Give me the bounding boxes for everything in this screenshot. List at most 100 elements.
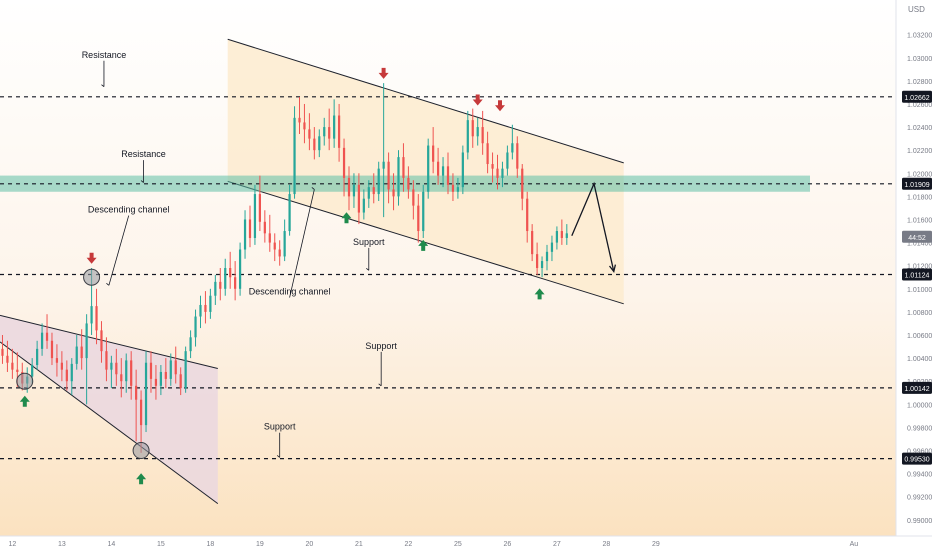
- candle[interactable]: [402, 143, 405, 192]
- candle[interactable]: [521, 164, 524, 211]
- candle[interactable]: [417, 194, 420, 243]
- candle[interactable]: [263, 210, 266, 243]
- ann-support-1[interactable]: Support: [353, 237, 385, 271]
- price-level-label[interactable]: 1.01124: [902, 268, 932, 281]
- arrow-down-icon[interactable]: [86, 252, 97, 264]
- candle[interactable]: [337, 103, 341, 162]
- candle[interactable]: [219, 268, 222, 301]
- arrow-up-icon[interactable]: [534, 288, 545, 300]
- touch-circle[interactable]: [132, 442, 150, 460]
- ann-support-3[interactable]: Support: [264, 422, 296, 458]
- candle[interactable]: [367, 180, 370, 208]
- candle[interactable]: [169, 353, 172, 386]
- candle[interactable]: [323, 117, 326, 146]
- candle[interactable]: [387, 152, 390, 204]
- arrow-down-icon[interactable]: [378, 67, 389, 79]
- candle[interactable]: [318, 129, 321, 158]
- candle[interactable]: [224, 258, 227, 296]
- candle[interactable]: [491, 152, 494, 183]
- ann-descending-channel-1[interactable]: Descending channel: [88, 205, 170, 286]
- candle[interactable]: [412, 180, 415, 220]
- candle[interactable]: [105, 337, 108, 382]
- candle[interactable]: [422, 184, 425, 238]
- arrow-up-icon[interactable]: [341, 212, 352, 224]
- candle[interactable]: [555, 226, 559, 250]
- resistance-zone[interactable]: [0, 175, 810, 192]
- candle[interactable]: [1, 335, 4, 364]
- candle[interactable]: [535, 242, 539, 275]
- candle[interactable]: [125, 353, 128, 393]
- candle[interactable]: [511, 124, 514, 160]
- ann-resistance-top[interactable]: Resistance: [82, 50, 127, 87]
- candle[interactable]: [80, 329, 83, 370]
- candle[interactable]: [45, 314, 49, 349]
- candle[interactable]: [456, 177, 460, 199]
- candle[interactable]: [120, 358, 123, 398]
- candle[interactable]: [184, 346, 187, 393]
- candle[interactable]: [65, 360, 68, 391]
- channel-2-lower-line[interactable]: [227, 180, 624, 305]
- ann-resistance-zone[interactable]: Resistance: [121, 149, 166, 183]
- candle[interactable]: [164, 358, 167, 389]
- candle[interactable]: [392, 173, 395, 211]
- candle[interactable]: [283, 219, 286, 262]
- candle[interactable]: [501, 161, 504, 188]
- candle[interactable]: [382, 83, 385, 218]
- candle[interactable]: [273, 233, 276, 262]
- channel-1-lower-line[interactable]: [0, 341, 219, 505]
- candle[interactable]: [347, 166, 351, 211]
- candle[interactable]: [476, 117, 479, 146]
- candle[interactable]: [481, 110, 484, 155]
- candle[interactable]: [342, 138, 346, 197]
- candle[interactable]: [298, 97, 301, 134]
- candle[interactable]: [357, 173, 361, 225]
- candle[interactable]: [144, 351, 148, 433]
- candle[interactable]: [526, 191, 529, 243]
- candle[interactable]: [293, 106, 296, 199]
- candle[interactable]: [466, 110, 469, 160]
- candle[interactable]: [229, 251, 232, 289]
- candle[interactable]: [258, 175, 262, 232]
- price-level-label[interactable]: 1.00142: [902, 381, 932, 394]
- candle[interactable]: [436, 147, 440, 185]
- candle[interactable]: [328, 108, 331, 151]
- candle[interactable]: [70, 358, 73, 396]
- candle[interactable]: [441, 157, 445, 188]
- candle[interactable]: [154, 365, 158, 400]
- candle[interactable]: [565, 224, 568, 245]
- candle[interactable]: [189, 330, 192, 359]
- price-level-label[interactable]: 1.01909: [902, 177, 932, 190]
- channel-2-upper-line[interactable]: [227, 38, 624, 164]
- price-level-label[interactable]: 0.99530: [902, 452, 932, 465]
- candle[interactable]: [372, 173, 375, 204]
- ann-descending-channel-2[interactable]: Descending channel: [249, 187, 331, 298]
- candle[interactable]: [432, 127, 435, 174]
- candle[interactable]: [50, 332, 54, 366]
- candle[interactable]: [313, 127, 316, 160]
- candle[interactable]: [516, 136, 519, 178]
- candle[interactable]: [560, 219, 563, 245]
- candle[interactable]: [130, 351, 133, 400]
- candle[interactable]: [85, 314, 88, 405]
- candle[interactable]: [451, 173, 455, 201]
- candle[interactable]: [110, 355, 113, 389]
- arrow-down-icon[interactable]: [495, 100, 505, 112]
- candle[interactable]: [60, 351, 63, 382]
- candle[interactable]: [40, 323, 44, 356]
- candle[interactable]: [278, 240, 281, 266]
- candle[interactable]: [36, 340, 39, 370]
- candle[interactable]: [75, 335, 78, 370]
- candle[interactable]: [204, 291, 207, 324]
- candle[interactable]: [486, 131, 489, 174]
- candle[interactable]: [407, 166, 410, 199]
- candle[interactable]: [461, 145, 464, 195]
- candle[interactable]: [199, 295, 202, 329]
- candle[interactable]: [149, 351, 153, 393]
- candle[interactable]: [550, 235, 554, 262]
- candle[interactable]: [95, 288, 98, 345]
- candle[interactable]: [115, 348, 118, 386]
- candle[interactable]: [253, 184, 257, 245]
- candle[interactable]: [333, 99, 336, 148]
- arrow-up-icon[interactable]: [136, 473, 147, 485]
- candle[interactable]: [540, 256, 544, 278]
